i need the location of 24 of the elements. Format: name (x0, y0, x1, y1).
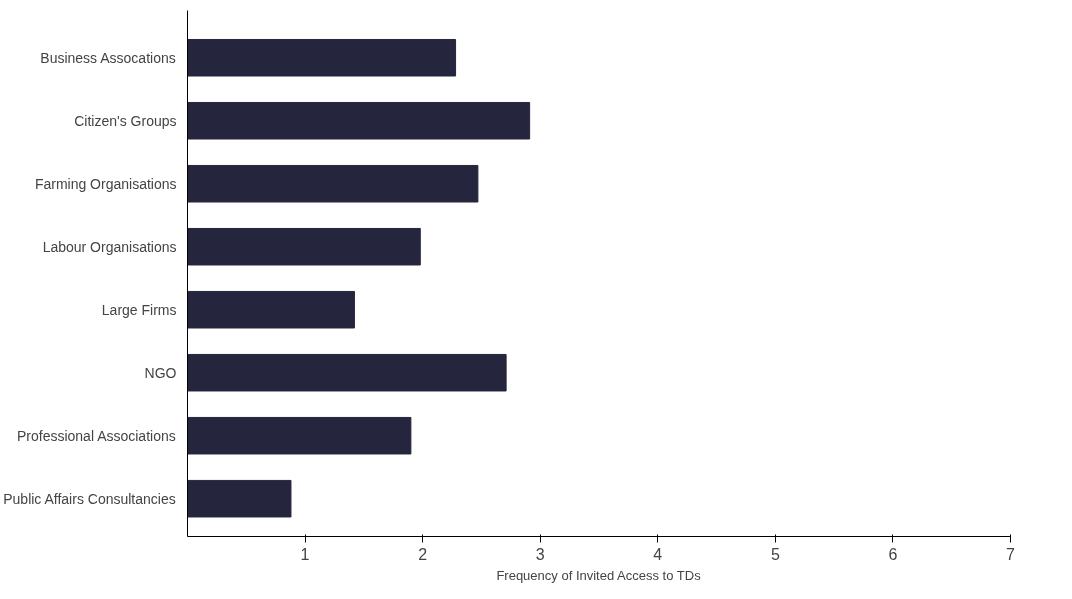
x-tick-label: 5 (770, 545, 780, 563)
x-tick-label: 1 (300, 545, 310, 563)
bar (187, 164, 479, 203)
x-tick-label: 3 (535, 545, 545, 563)
bar (187, 479, 292, 518)
x-tick-label: 6 (888, 545, 898, 563)
bar (187, 290, 355, 329)
y-tick-label: Citizen's Groups (74, 112, 177, 129)
y-tick-label: Public Affairs Consultancies (3, 490, 176, 507)
bar (187, 416, 412, 455)
y-tick-label: NGO (144, 364, 177, 381)
x-tick-label: 2 (418, 545, 428, 563)
y-tick-label: Professional Associations (16, 427, 176, 444)
bar (187, 101, 531, 140)
bar (187, 38, 457, 77)
y-tick-label: Large Firms (101, 301, 177, 318)
x-tick-label: 7 (1006, 545, 1016, 563)
x-axis-title: Frequency of Invited Access to TDs (496, 567, 702, 583)
x-tick-label: 4 (653, 545, 663, 563)
y-tick-label: Farming Organisations (34, 175, 177, 192)
bar (187, 227, 421, 266)
y-tick-label: Business Assocations (40, 49, 176, 66)
bar (187, 353, 507, 392)
y-tick-label: Labour Organisations (42, 238, 177, 255)
